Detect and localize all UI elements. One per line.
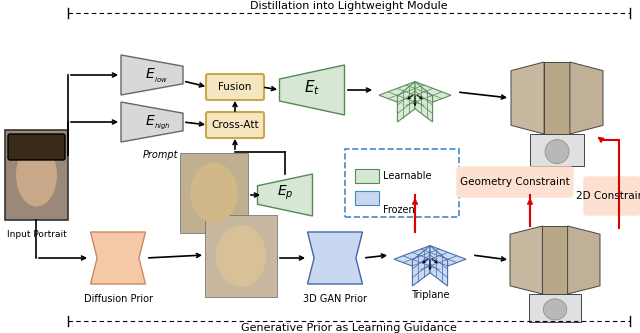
FancyBboxPatch shape <box>205 215 277 297</box>
Polygon shape <box>531 134 584 166</box>
FancyBboxPatch shape <box>206 112 264 138</box>
Polygon shape <box>570 62 603 134</box>
Polygon shape <box>394 246 466 273</box>
Text: $E$: $E$ <box>145 67 156 81</box>
Ellipse shape <box>545 140 569 164</box>
FancyBboxPatch shape <box>8 134 65 160</box>
Polygon shape <box>280 65 344 115</box>
Polygon shape <box>529 294 581 322</box>
FancyBboxPatch shape <box>355 191 379 205</box>
Polygon shape <box>379 82 451 109</box>
Text: $_{high}$: $_{high}$ <box>154 122 170 132</box>
Polygon shape <box>568 226 600 294</box>
FancyBboxPatch shape <box>180 153 248 233</box>
FancyBboxPatch shape <box>584 177 640 215</box>
FancyBboxPatch shape <box>355 169 379 183</box>
Polygon shape <box>430 246 447 286</box>
Polygon shape <box>543 226 568 294</box>
Text: Triplane: Triplane <box>411 290 449 300</box>
Ellipse shape <box>190 163 238 223</box>
Polygon shape <box>412 246 430 286</box>
Text: Cross-Att: Cross-Att <box>211 120 259 130</box>
Polygon shape <box>121 55 183 95</box>
Ellipse shape <box>16 144 57 206</box>
FancyBboxPatch shape <box>5 130 68 220</box>
Polygon shape <box>90 232 145 284</box>
Text: 2D Constraint: 2D Constraint <box>576 191 640 201</box>
Polygon shape <box>511 62 544 134</box>
Polygon shape <box>257 174 312 216</box>
Text: Diffusion Prior: Diffusion Prior <box>83 294 152 304</box>
Polygon shape <box>307 232 362 284</box>
Text: $_{low}$: $_{low}$ <box>154 75 168 85</box>
Text: Fusion: Fusion <box>218 82 252 92</box>
Text: Input Portrait: Input Portrait <box>6 230 67 239</box>
FancyBboxPatch shape <box>457 167 573 197</box>
Polygon shape <box>415 82 433 122</box>
Polygon shape <box>121 102 183 142</box>
Text: $E_t$: $E_t$ <box>304 79 320 97</box>
Text: Distillation into Lightweight Module: Distillation into Lightweight Module <box>250 1 448 11</box>
Polygon shape <box>397 82 415 122</box>
Ellipse shape <box>543 299 567 320</box>
Text: 3D GAN Prior: 3D GAN Prior <box>303 294 367 304</box>
Text: $E$: $E$ <box>145 114 156 128</box>
Text: Learnable: Learnable <box>383 171 431 181</box>
Text: Prompt: Prompt <box>142 150 178 160</box>
Ellipse shape <box>216 225 266 287</box>
Text: Generative Prior as Learning Guidance: Generative Prior as Learning Guidance <box>241 323 457 333</box>
Text: $E_p$: $E_p$ <box>276 184 293 202</box>
Polygon shape <box>510 226 543 294</box>
Text: Geometry Constraint: Geometry Constraint <box>460 177 570 187</box>
Text: Frozen: Frozen <box>383 205 415 215</box>
FancyBboxPatch shape <box>206 74 264 100</box>
Polygon shape <box>544 62 570 134</box>
FancyBboxPatch shape <box>345 149 459 217</box>
